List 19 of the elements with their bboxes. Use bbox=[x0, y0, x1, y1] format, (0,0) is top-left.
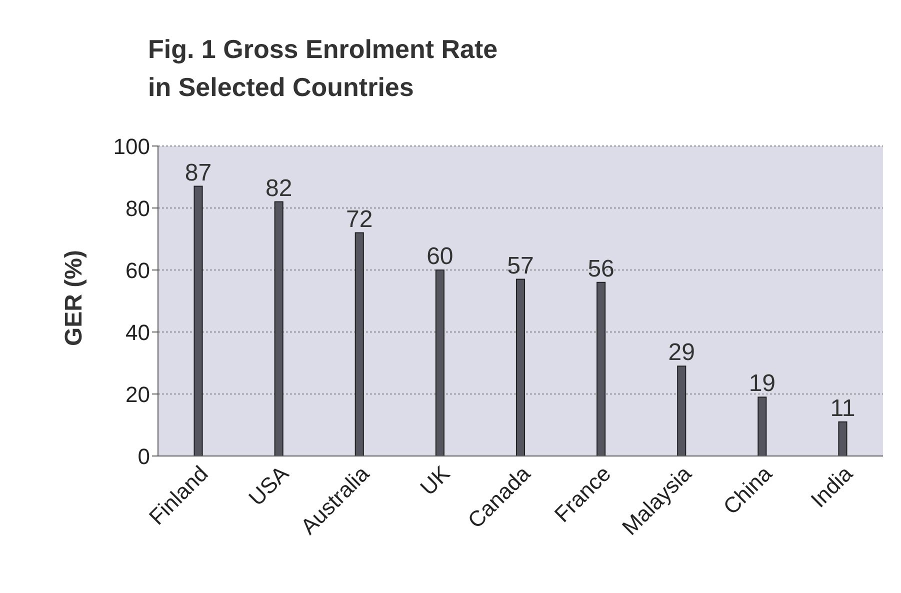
y-tick-label: 0 bbox=[138, 444, 150, 469]
y-axis-title: GER (%) bbox=[60, 250, 88, 346]
data-label: 82 bbox=[265, 174, 292, 202]
data-label: 11 bbox=[830, 394, 856, 422]
data-label: 72 bbox=[346, 206, 373, 233]
x-tick-label: USA bbox=[244, 460, 294, 511]
chart-title: Fig. 1 Gross Enrolment Rate in Selected Countries bbox=[148, 33, 499, 104]
y-tick-label: 20 bbox=[126, 382, 150, 407]
y-tick-label: 60 bbox=[126, 258, 150, 283]
y-tick-label: 80 bbox=[126, 196, 150, 221]
data-label: 56 bbox=[588, 255, 614, 282]
x-tick-label: UK bbox=[415, 460, 455, 500]
y-tick-label: 100 bbox=[113, 134, 150, 159]
data-label: 60 bbox=[426, 243, 454, 270]
data-label: 57 bbox=[507, 252, 534, 280]
data-label: 19 bbox=[748, 370, 776, 398]
data-label: 29 bbox=[668, 339, 695, 366]
data-label: 87 bbox=[184, 159, 212, 186]
y-tick-label: 40 bbox=[126, 320, 150, 345]
